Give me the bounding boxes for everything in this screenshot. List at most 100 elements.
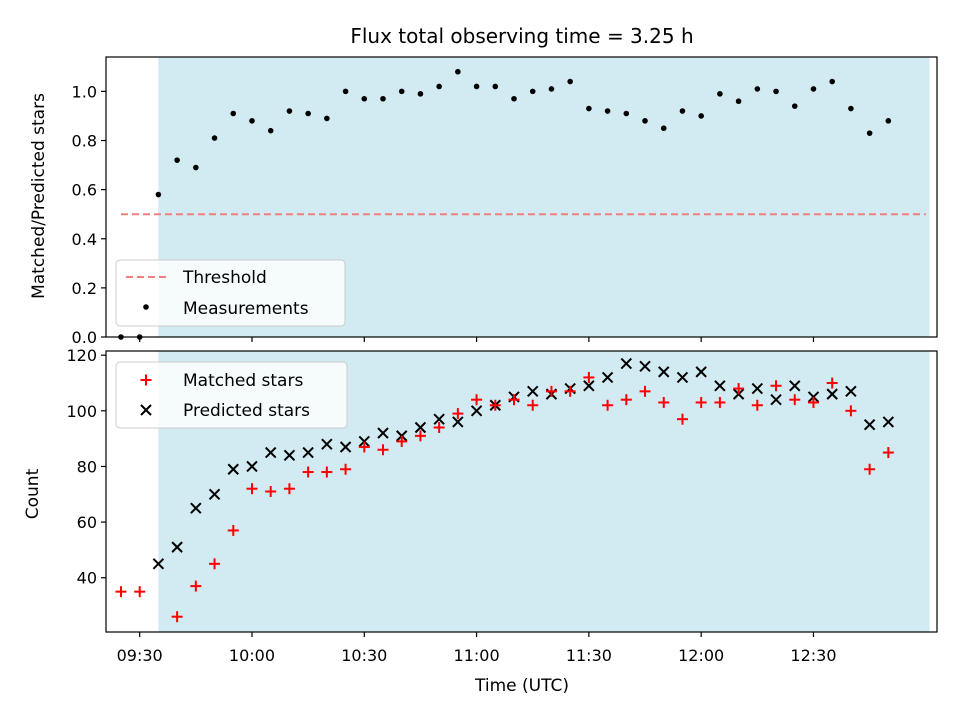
x-tick-label: 09:30 xyxy=(117,646,163,665)
predicted-star-point xyxy=(246,460,258,473)
measurement-point xyxy=(249,118,255,124)
predicted-star-point xyxy=(358,435,370,448)
y-tick-label: 0.6 xyxy=(72,181,97,200)
legend-threshold-label: Threshold xyxy=(182,268,267,288)
matched-star-point xyxy=(882,447,894,459)
plot-frame xyxy=(105,350,938,633)
measurement-point xyxy=(679,108,686,114)
predicted-star-point xyxy=(377,427,389,439)
measurement-point xyxy=(885,118,892,124)
predicted-star-point xyxy=(414,421,427,434)
matched-star-point xyxy=(770,380,782,392)
y-tick-label: 60 xyxy=(77,513,97,532)
legend-bottom: Matched stars Predicted stars xyxy=(115,361,348,429)
matched-star-point xyxy=(452,408,464,420)
matched-star-point xyxy=(302,466,314,478)
measurement-point xyxy=(230,110,237,117)
predicted-star-point xyxy=(433,413,445,425)
matched-star-point xyxy=(789,394,801,406)
measurement-point xyxy=(211,135,218,141)
x-axis-label: Time (UTC) xyxy=(474,676,569,696)
predicted-star-point xyxy=(732,388,745,400)
measurement-point xyxy=(324,115,330,122)
measurement-point xyxy=(380,95,386,102)
legend-measurements-label: Measurements xyxy=(183,299,309,319)
matched-star-point xyxy=(527,399,539,411)
matched-star-point xyxy=(246,483,258,495)
predicted-star-point xyxy=(639,360,651,373)
measurement-point xyxy=(735,98,742,105)
predicted-star-point xyxy=(714,380,726,392)
matched-star-point xyxy=(433,422,445,434)
measurement-point xyxy=(455,68,461,75)
predicted-star-point xyxy=(882,416,895,428)
legend-predicted-label: Predicted stars xyxy=(183,401,310,421)
measurement-point xyxy=(174,157,180,163)
predicted-star-point xyxy=(826,388,838,400)
matched-star-point xyxy=(639,385,651,397)
predicted-star-point xyxy=(208,488,221,500)
predicted-star-point xyxy=(190,502,202,514)
predicted-star-point xyxy=(302,446,314,459)
x-tick-label: 12:00 xyxy=(678,646,724,665)
measurement-point xyxy=(698,113,704,119)
predicted-star-point xyxy=(620,357,633,370)
measurement-point xyxy=(586,105,592,112)
measurement-point xyxy=(791,103,798,109)
matched-star-point xyxy=(190,580,202,592)
predicted-star-point xyxy=(152,558,165,570)
y-tick-label: 1.0 xyxy=(72,82,97,101)
matched-star-point xyxy=(658,396,670,408)
measurement-point xyxy=(436,83,442,90)
measurement-point xyxy=(548,86,555,92)
predicted-star-point xyxy=(807,391,820,403)
matched-star-point xyxy=(714,396,726,408)
predicted-star-point xyxy=(227,463,239,475)
predicted-star-point xyxy=(283,449,296,462)
measurement-point xyxy=(717,91,723,97)
matched-star-point xyxy=(340,463,352,475)
measurement-point xyxy=(417,91,424,97)
matched-star-point xyxy=(283,483,295,495)
y-tick-label: 0.8 xyxy=(72,132,97,151)
predicted-star-point xyxy=(845,385,857,398)
predicted-star-point xyxy=(452,416,464,428)
matched-star-point xyxy=(489,399,501,411)
measurement-point xyxy=(848,105,854,112)
measurement-point xyxy=(305,110,311,117)
legend-measurements-swatch xyxy=(143,304,149,310)
measurement-point xyxy=(810,86,817,92)
measurement-point xyxy=(754,86,761,92)
y-tick-label: 0.4 xyxy=(72,230,97,249)
legend-predicted-swatch xyxy=(140,404,152,416)
measurement-point xyxy=(604,108,611,114)
y-axis-label-top: Matched/Predicted stars xyxy=(29,93,49,299)
matched-star-point xyxy=(545,385,557,397)
predicted-star-point xyxy=(583,380,595,392)
measurement-point xyxy=(398,88,405,95)
matched-star-point xyxy=(396,435,408,447)
measurement-point xyxy=(193,164,199,171)
matched-star-point xyxy=(620,394,632,406)
matched-star-point xyxy=(676,413,688,425)
measurement-point xyxy=(773,88,779,95)
matched-star-point xyxy=(695,396,707,408)
measurement-point xyxy=(660,125,667,132)
matched-star-point xyxy=(227,524,239,536)
measurement-point xyxy=(342,88,349,95)
legend-top: Threshold Measurements xyxy=(115,259,346,327)
measurement-point xyxy=(473,83,480,90)
predicted-star-point xyxy=(601,371,614,384)
measurement-point xyxy=(623,110,630,117)
y-tick-label: 120 xyxy=(66,346,97,365)
matched-star-point xyxy=(414,430,426,442)
y-tick-label: 0.0 xyxy=(72,328,97,347)
matched-star-point xyxy=(826,377,838,389)
measurement-point xyxy=(866,130,873,136)
y-tick-label: 80 xyxy=(77,457,97,476)
predicted-star-point xyxy=(789,380,801,392)
predicted-star-point xyxy=(396,430,408,442)
matched-star-point xyxy=(358,441,370,453)
matched-star-point xyxy=(508,394,520,406)
